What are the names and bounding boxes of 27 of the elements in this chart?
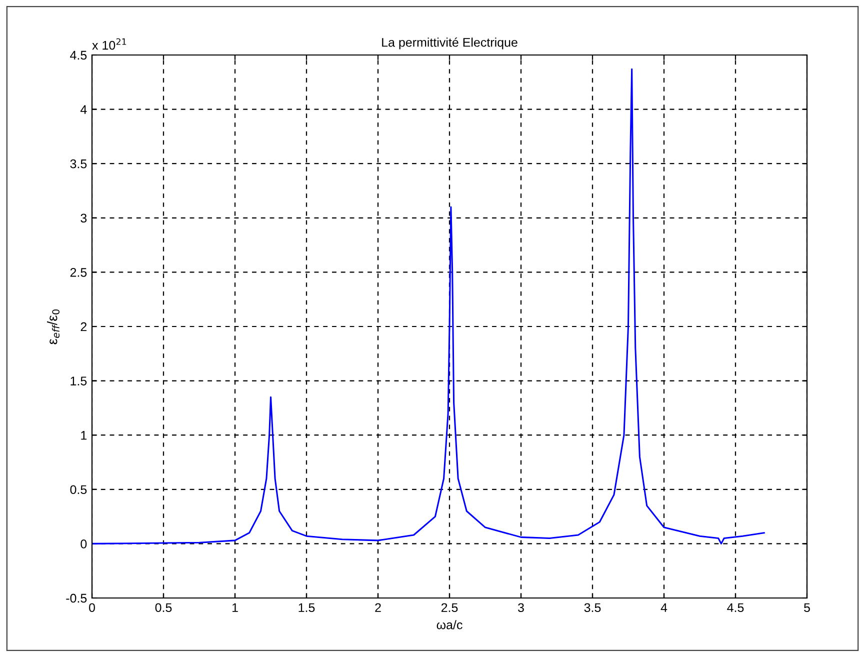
x-tick-label: 0.5 — [155, 603, 172, 612]
y-tick-label: 2.5 — [70, 268, 87, 277]
y-tick-label: 4.5 — [70, 50, 87, 60]
x-tick-label: 5 — [804, 603, 810, 612]
x-tick-label: 3.5 — [584, 603, 601, 612]
y-tick-label: 1.5 — [70, 376, 87, 386]
x-axis-title: ωa/c — [436, 620, 462, 630]
x-tick-label: 4.5 — [727, 603, 744, 612]
x-tick-label: 4 — [660, 603, 668, 612]
x-tick-label: 1 — [232, 603, 238, 612]
chart-title: La permittivité Electrique — [382, 37, 518, 50]
y-tick-label: 1 — [81, 431, 87, 440]
x-tick-label: 0 — [89, 603, 95, 612]
y-tick-label: 4 — [80, 105, 87, 114]
text: x 10$^{21}$ — [92, 38, 126, 50]
x-tick-label: 3 — [518, 603, 524, 612]
y-tick-label: 3.5 — [70, 159, 87, 168]
x-tick-label: 2.5 — [441, 603, 458, 612]
y-axis-title: ε$_{eff}$/ε$_{0}$ — [47, 309, 60, 344]
x-tick-label: 2 — [375, 603, 381, 612]
y-tick-label: 0 — [80, 540, 87, 548]
y-tick-label: -0.5 — [66, 594, 87, 603]
y-tick-label: 0.5 — [70, 485, 87, 494]
line-series — [92, 68, 765, 544]
y-tick-label: 2 — [80, 322, 87, 332]
y-tick-label: 3 — [80, 214, 87, 223]
x-tick-label: 1.5 — [298, 603, 315, 612]
